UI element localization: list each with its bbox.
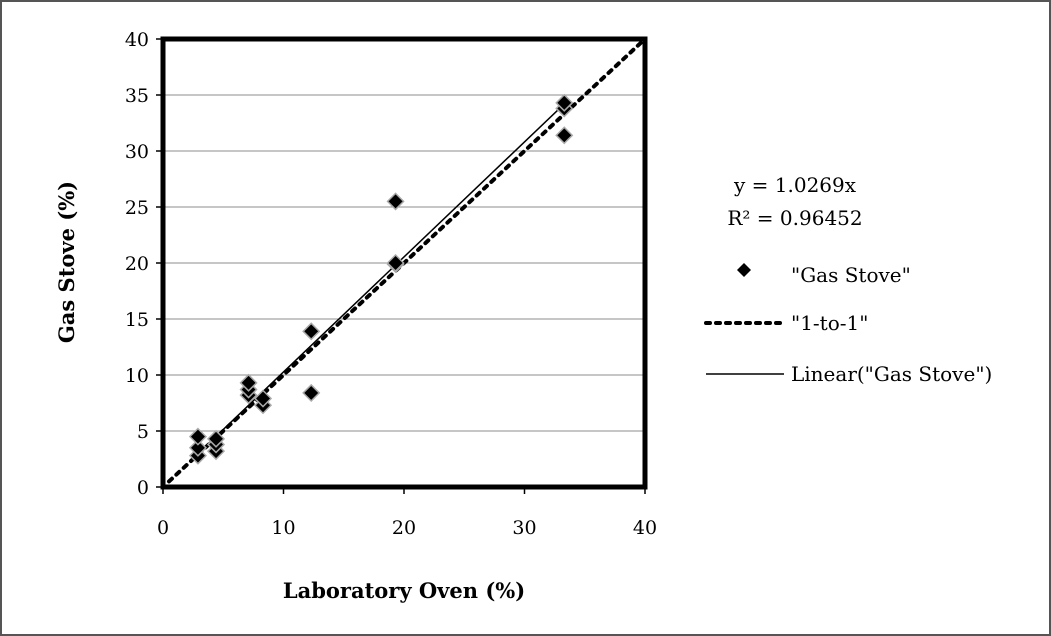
x-tick-label: 40 [633, 517, 657, 539]
scatter-point [188, 427, 208, 446]
y-tick-label: 15 [125, 309, 149, 331]
legend-marker-gas-stove [737, 263, 751, 277]
scatter-point [555, 126, 574, 145]
scatter-point [555, 93, 574, 112]
y-tick-label: 35 [125, 85, 149, 107]
y-tick-label: 40 [125, 29, 149, 51]
gridlines [163, 94, 645, 432]
legend-label-linear: Linear("Gas Stove") [791, 362, 992, 386]
legend-label-1-to-1: "1-to-1" [791, 311, 868, 335]
scatter-point [188, 438, 208, 457]
scatter-point [253, 389, 273, 408]
y-axis-title: Gas Stove (%) [54, 181, 79, 343]
x-tick-label: 0 [157, 517, 169, 539]
axis-ticks: 0 5 10 15 20 25 30 35 40 0 10 20 30 40 [125, 29, 657, 539]
scatter-point [206, 429, 226, 448]
y-tick-label: 25 [125, 197, 149, 219]
scatter-point [386, 192, 405, 211]
plot-series [167, 37, 647, 484]
y-tick-label: 20 [125, 253, 149, 275]
legend-label-gas-stove: "Gas Stove" [791, 263, 911, 287]
y-tick-label: 5 [137, 421, 149, 443]
scatter-point [302, 383, 321, 402]
x-tick-label: 10 [271, 517, 295, 539]
scatter-point [386, 253, 405, 273]
y-tick-label: 10 [125, 365, 149, 387]
y-tick-label: 30 [125, 141, 149, 163]
x-tick-label: 20 [392, 517, 416, 539]
x-axis-title: Laboratory Oven (%) [283, 578, 525, 603]
scatter-point [302, 322, 321, 341]
x-tick-label: 30 [512, 517, 536, 539]
trendline-equation: y = 1.0269x [733, 173, 857, 197]
y-tick-label: 0 [137, 477, 149, 499]
trendline-r-squared: R² = 0.96452 [727, 206, 862, 230]
legend: "Gas Stove" "1-to-1" Linear("Gas Stove") [704, 263, 992, 386]
scatter-point [239, 373, 258, 392]
